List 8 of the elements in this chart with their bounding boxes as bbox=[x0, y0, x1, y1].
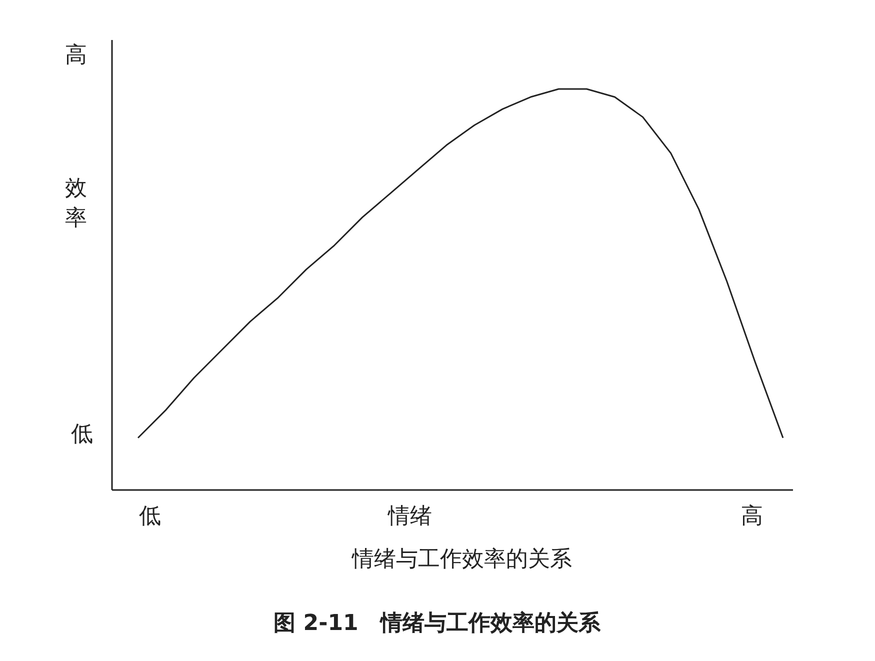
text: 低 bbox=[139, 504, 161, 529]
text: 高 bbox=[65, 43, 87, 68]
text: 低 bbox=[71, 422, 93, 447]
text: 情绪与工作效率的关系 bbox=[351, 547, 572, 572]
x-axis-title: 情绪 bbox=[387, 504, 432, 529]
y-axis-title: 效率 bbox=[65, 176, 87, 231]
text: 图 2-11 情绪与工作效率的关系 bbox=[274, 610, 602, 636]
text: 高 bbox=[741, 504, 763, 529]
